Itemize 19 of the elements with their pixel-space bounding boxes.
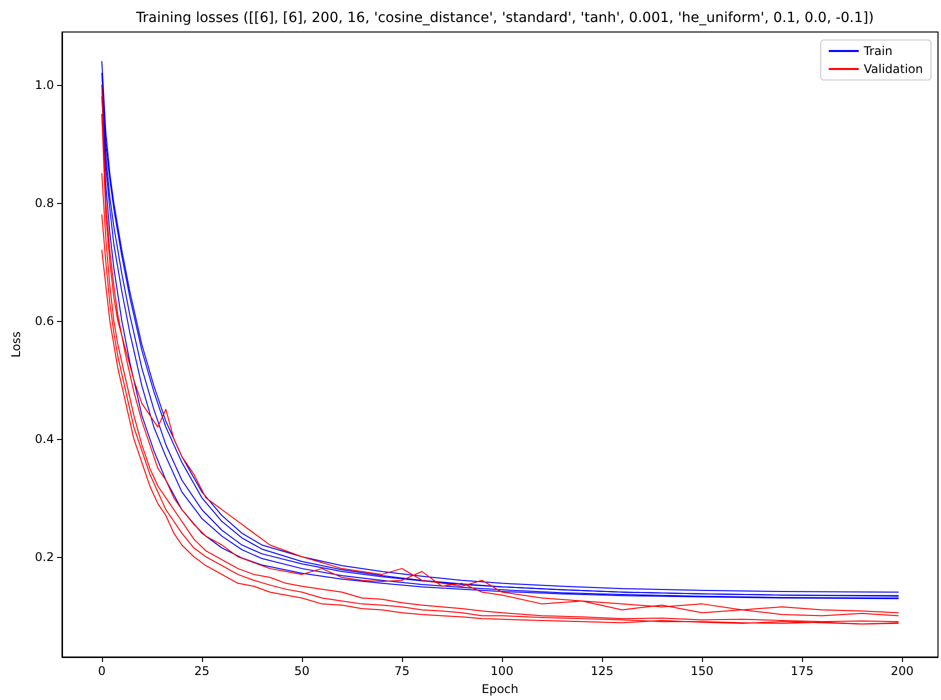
y-tick-label: 0.2 (34, 550, 54, 564)
x-tick-label: 200 (890, 664, 914, 678)
legend-label: Train (862, 44, 893, 58)
legend-label: Validation (864, 62, 924, 76)
x-tick-label: 125 (590, 664, 614, 678)
y-axis-title: Loss (9, 331, 23, 358)
x-tick-label: 75 (394, 664, 410, 678)
x-tick-label: 0 (98, 664, 106, 678)
y-tick-label: 0.4 (34, 432, 54, 446)
x-tick-label: 25 (194, 664, 210, 678)
y-tick-label: 0.6 (34, 314, 54, 328)
y-tick-label: 1.0 (34, 78, 54, 92)
x-tick-label: 175 (790, 664, 814, 678)
x-tick-label: 50 (294, 664, 310, 678)
x-tick-label: 100 (490, 664, 514, 678)
chart-title: Training losses ([[6], [6], 200, 16, 'cosine_distance', 'standard', 'tanh', 0.001, 'he_uniform', 0.1, 0.0, -0.1]) (135, 10, 874, 26)
x-axis-title: Epoch (482, 682, 518, 696)
x-tick-label: 150 (690, 664, 714, 678)
y-tick-label: 0.8 (34, 196, 54, 210)
